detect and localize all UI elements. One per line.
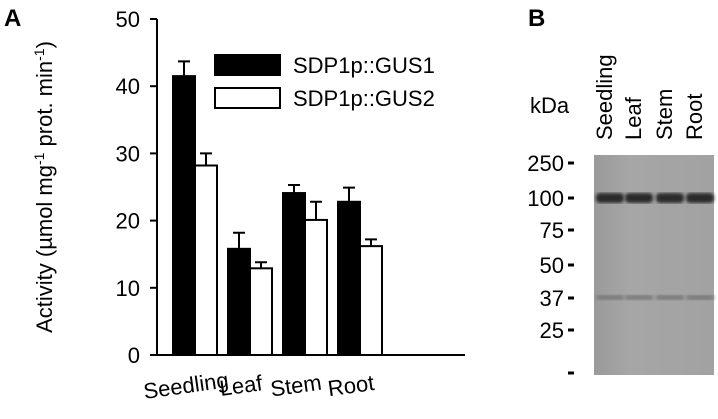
y-tick-label: 20	[116, 209, 140, 234]
bar	[359, 245, 383, 356]
western-blot: kDa Seedling Leaf Stem Root 250 100 75 50 37 25	[527, 54, 714, 375]
band	[596, 193, 624, 203]
marker-label: 75	[540, 218, 564, 243]
bar	[304, 218, 328, 356]
y-tick-label: 0	[128, 343, 140, 368]
y-tick-label: 10	[116, 276, 140, 301]
band-faint	[656, 295, 684, 300]
bar	[194, 164, 218, 356]
bar	[282, 192, 306, 356]
y-tick-label: 40	[116, 74, 140, 99]
legend-label: SDP1p::GUS2	[293, 86, 435, 111]
y-tick-label: 30	[116, 141, 140, 166]
x-tick-label: Leaf	[218, 370, 265, 401]
error-bar	[310, 200, 322, 220]
error-bar	[288, 183, 300, 194]
y-tick-label: 50	[116, 7, 140, 32]
marker-label: 100	[527, 186, 564, 211]
legend-swatch	[214, 87, 281, 109]
band-faint	[625, 295, 653, 300]
bar	[249, 267, 273, 357]
bar	[337, 200, 361, 356]
band-faint	[686, 295, 714, 300]
band-faint	[596, 295, 624, 300]
error-bar	[200, 152, 212, 166]
panel-label: A	[4, 5, 21, 32]
blot-membrane	[594, 155, 714, 375]
superscript: -1	[31, 152, 47, 165]
legend-label: SDP1p::GUS1	[293, 53, 435, 78]
error-bar	[233, 231, 245, 249]
error-bar	[343, 186, 355, 202]
lane-label: Stem	[652, 89, 677, 140]
y-axis-label: Activity (µmol mg-1 prot. min-1)	[31, 41, 57, 333]
label-part: prot. min	[32, 61, 57, 153]
x-tick-label: Stem	[269, 370, 323, 402]
band	[686, 193, 714, 203]
marker-label: 37	[540, 286, 564, 311]
panel-label: B	[528, 5, 545, 32]
band	[625, 193, 653, 203]
unit-label: kDa	[530, 93, 570, 118]
error-bar	[178, 60, 190, 77]
label-part: )	[32, 41, 57, 48]
lane-label: Root	[682, 94, 707, 140]
x-tick-label: Root	[326, 370, 376, 401]
superscript: -1	[31, 48, 47, 61]
error-bar	[365, 238, 377, 247]
error-bar	[255, 261, 267, 269]
legend-swatch	[214, 54, 281, 76]
lane-label: Leaf	[621, 96, 646, 140]
band	[656, 193, 684, 203]
marker-label: 25	[540, 318, 564, 343]
marker-label: 250	[527, 151, 564, 176]
bar	[172, 75, 196, 357]
bar	[227, 247, 251, 357]
lane-label: Seedling	[592, 54, 617, 140]
label-part: Activity (µmol mg	[32, 165, 57, 333]
x-tick-label: Seedling	[142, 367, 230, 404]
marker-label: 50	[540, 253, 564, 278]
